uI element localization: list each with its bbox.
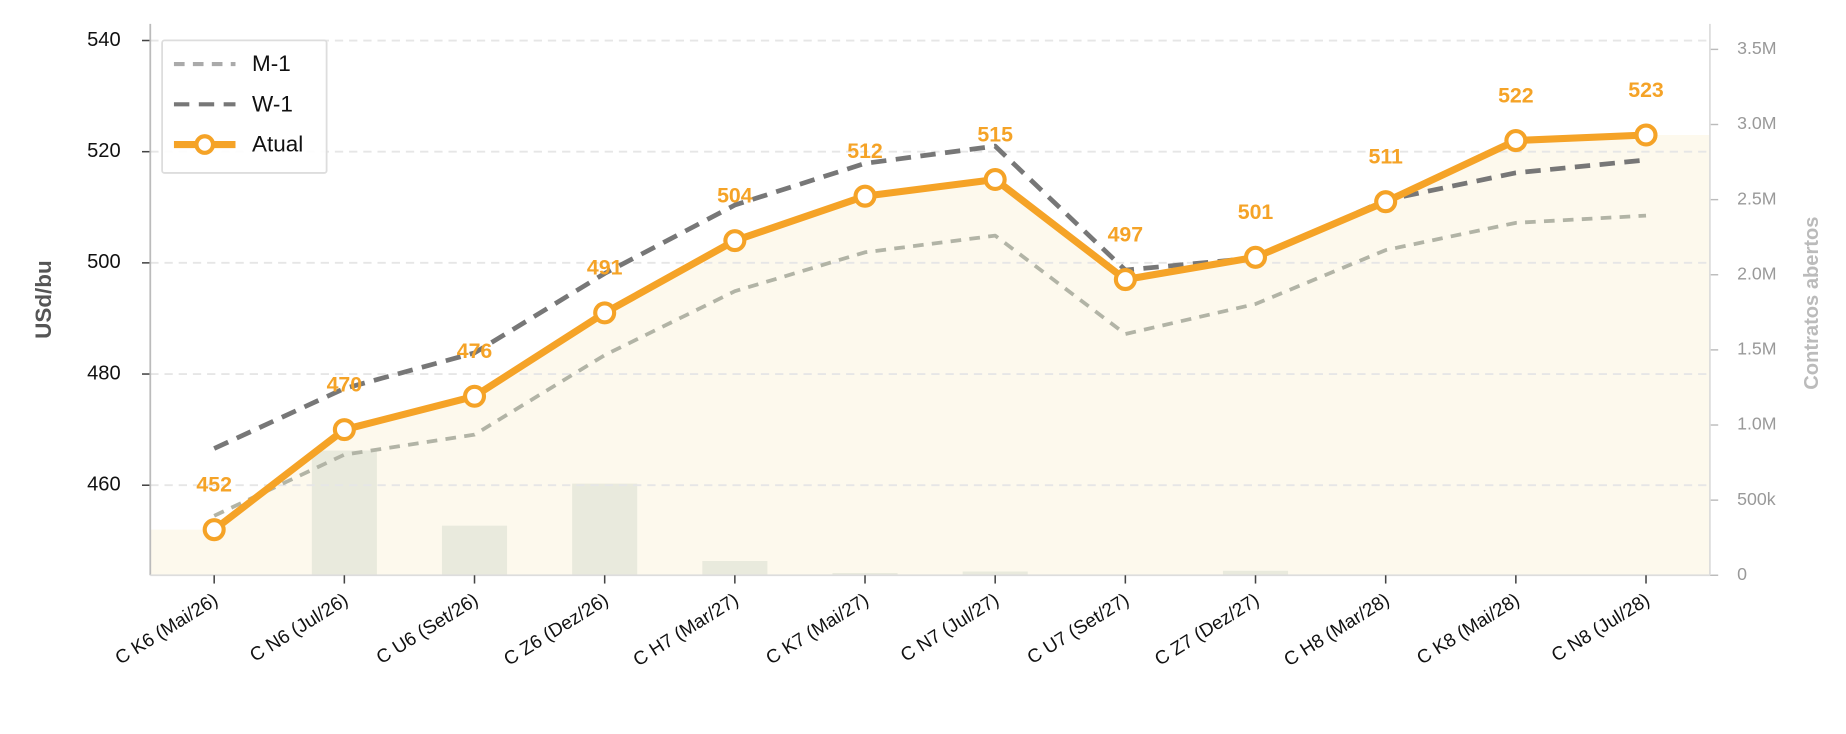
open-interest-bar: [962, 571, 1028, 576]
marker: [462, 384, 487, 408]
x-tick-label: C Z6 (Dez/26): [500, 590, 612, 671]
y2-tick-label: 2.5M: [1737, 188, 1776, 208]
y2-tick-label: 3.0M: [1737, 113, 1776, 133]
data-label: 452: [196, 473, 232, 497]
data-label: 501: [1238, 200, 1274, 224]
line-0: [213, 213, 1647, 518]
data-label: 491: [587, 256, 623, 280]
marker: [202, 518, 226, 542]
y2-tick-label: 500k: [1737, 489, 1776, 509]
marker: [1634, 123, 1658, 147]
y-tick-label: 460: [87, 474, 121, 496]
marker: [853, 184, 877, 208]
open-interest-bar: [702, 560, 768, 576]
marker: [723, 229, 747, 253]
y-tick-label: 540: [87, 29, 121, 51]
y2-tick-label: 1.5M: [1737, 339, 1776, 359]
marker: [1504, 129, 1528, 153]
data-label: 497: [1108, 222, 1144, 246]
y2-tick-label: 2.0M: [1737, 263, 1776, 283]
y2-tick-label: 3.5M: [1737, 38, 1776, 58]
marker: [1374, 190, 1398, 214]
open-interest-bar: [572, 483, 638, 576]
data-label: 512: [847, 139, 883, 163]
data-label: 476: [457, 339, 493, 363]
x-tick-label: C K7 (Mai/27): [763, 590, 873, 670]
marker: [983, 167, 1007, 192]
y2-tick-label: 0: [1737, 564, 1747, 584]
legend-label: W-1: [252, 91, 293, 116]
open-interest-bar: [1222, 570, 1289, 576]
x-tick-label: C H7 (Mar/27): [630, 590, 743, 671]
marker: [593, 301, 617, 325]
marker: [332, 418, 356, 442]
x-tick-label: C H8 (Mar/28): [1281, 590, 1394, 671]
open-interest-bar: [311, 450, 377, 576]
line-1: [213, 143, 1647, 451]
y-tick-label: 480: [87, 362, 121, 384]
legend-label: M-1: [252, 51, 291, 76]
marker: [1243, 245, 1268, 269]
data-label: 504: [717, 183, 753, 207]
atual-area: [150, 135, 1710, 576]
x-tick-label: C N7 (Jul/27): [897, 590, 1003, 667]
x-tick-label: C U7 (Set/27): [1024, 590, 1133, 669]
legend-marker: [194, 134, 216, 155]
data-label: 511: [1369, 145, 1404, 169]
x-tick-label: C Z7 (Dez/27): [1151, 590, 1263, 671]
x-tick-label: C K8 (Mai/28): [1413, 590, 1523, 670]
y2-tick-label: 1.0M: [1737, 414, 1776, 434]
data-label: 515: [977, 122, 1013, 146]
data-label: 470: [327, 372, 363, 396]
data-label: 523: [1628, 78, 1664, 102]
legend-label: Atual: [252, 132, 303, 157]
open-interest-bar: [832, 573, 898, 576]
open-interest-bar: [441, 525, 508, 576]
x-tick-label: C U6 (Set/26): [373, 590, 482, 669]
y-tick-label: 520: [87, 140, 121, 162]
y-tick-label: 500: [87, 251, 121, 273]
x-tick-label: C N8 (Jul/28): [1548, 590, 1654, 667]
x-tick-label: C N6 (Jul/26): [246, 590, 352, 667]
y-axis-label: USd/bu: [31, 260, 56, 339]
data-label: 522: [1498, 83, 1534, 107]
marker: [1113, 268, 1137, 292]
y2-axis-label: Contratos abertos: [1801, 216, 1823, 389]
line-2: [212, 131, 1647, 533]
x-tick-label: C K6 (Mai/26): [112, 590, 222, 670]
